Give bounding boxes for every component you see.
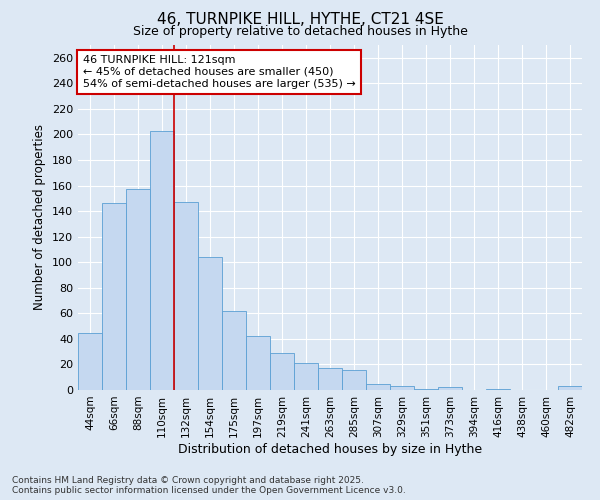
X-axis label: Distribution of detached houses by size in Hythe: Distribution of detached houses by size …: [178, 442, 482, 456]
Bar: [486, 388, 510, 390]
Text: 46 TURNPIKE HILL: 121sqm
← 45% of detached houses are smaller (450)
54% of semi-: 46 TURNPIKE HILL: 121sqm ← 45% of detach…: [83, 56, 356, 88]
Bar: [558, 386, 582, 390]
Bar: [366, 384, 390, 390]
Bar: [198, 257, 222, 390]
Bar: [246, 336, 270, 390]
Bar: [222, 311, 246, 390]
Bar: [270, 353, 294, 390]
Text: Contains HM Land Registry data © Crown copyright and database right 2025.
Contai: Contains HM Land Registry data © Crown c…: [12, 476, 406, 495]
Bar: [174, 202, 198, 390]
Text: Size of property relative to detached houses in Hythe: Size of property relative to detached ho…: [133, 25, 467, 38]
Bar: [390, 386, 414, 390]
Bar: [126, 190, 150, 390]
Bar: [78, 332, 102, 390]
Bar: [294, 363, 318, 390]
Bar: [414, 388, 438, 390]
Text: 46, TURNPIKE HILL, HYTHE, CT21 4SE: 46, TURNPIKE HILL, HYTHE, CT21 4SE: [157, 12, 443, 28]
Bar: [318, 368, 342, 390]
Bar: [150, 130, 174, 390]
Y-axis label: Number of detached properties: Number of detached properties: [34, 124, 46, 310]
Bar: [342, 370, 366, 390]
Bar: [438, 388, 462, 390]
Bar: [102, 204, 126, 390]
